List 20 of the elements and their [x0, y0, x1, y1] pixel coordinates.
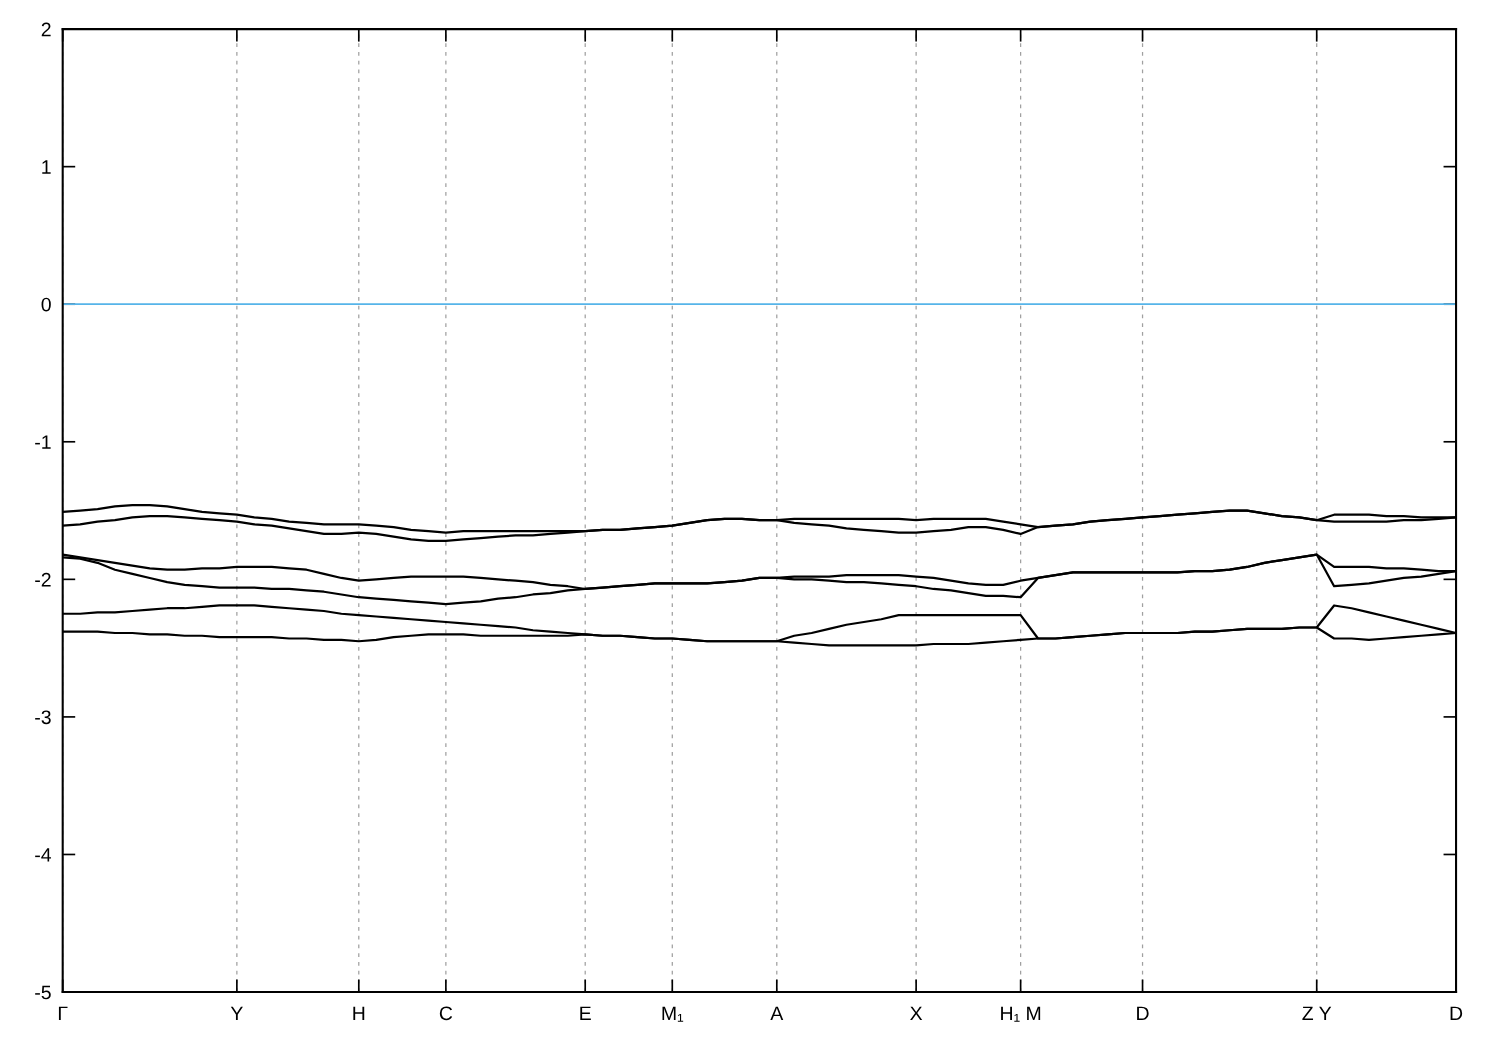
- x-tick-label: M₁: [662, 1006, 684, 1022]
- x-tick-label: Y: [230, 1006, 243, 1021]
- x-tick-label: H: [353, 1006, 365, 1021]
- y-tick-label: -3: [35, 710, 51, 725]
- y-tick-label: -1: [35, 435, 51, 449]
- y-tick-label: 2: [41, 22, 51, 37]
- x-tick-label: Z Y: [1302, 1006, 1332, 1021]
- x-tick-label: D: [1137, 1006, 1149, 1021]
- x-tick-label: H₁ M: [1001, 1006, 1041, 1022]
- y-tick-label: -5: [35, 985, 51, 1000]
- x-tick-label: C: [439, 1006, 453, 1021]
- x-tick-label: E: [580, 1006, 591, 1021]
- x-tick-label: A: [770, 1006, 784, 1021]
- x-tick-label: Γ: [58, 1006, 68, 1021]
- y-tick-label: 1: [42, 160, 51, 174]
- y-tick-label: -4: [35, 848, 52, 862]
- y-tick-label: -2: [35, 572, 51, 587]
- y-tick-label: 0: [41, 297, 51, 312]
- x-tick-label: D: [1450, 1006, 1463, 1021]
- x-tick-label: X: [910, 1006, 923, 1021]
